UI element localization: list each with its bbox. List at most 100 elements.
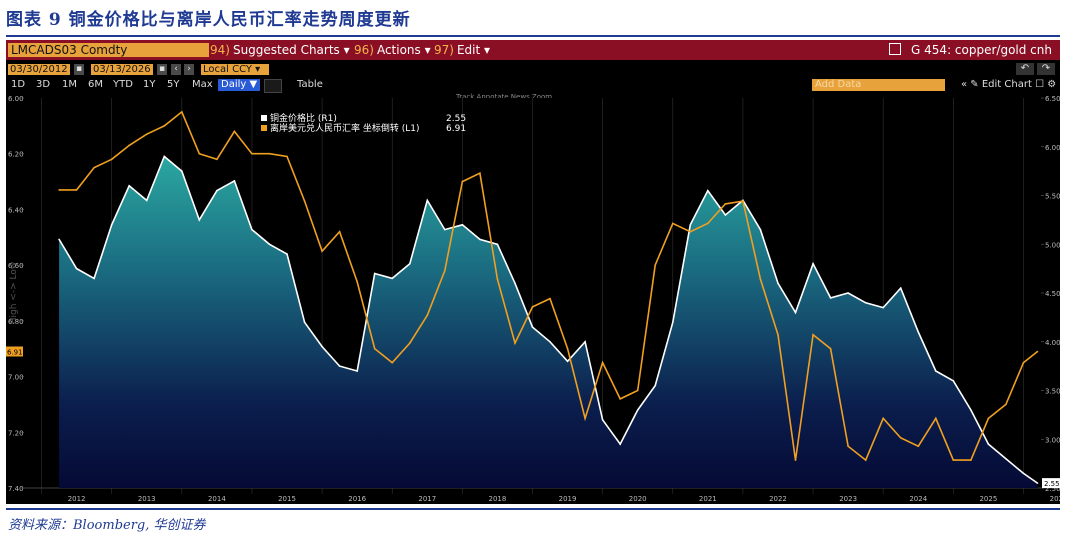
calendar-icon[interactable]: ▪ [74, 64, 84, 75]
usdcnh-point [1036, 350, 1039, 353]
period-ytd[interactable]: YTD [113, 79, 133, 90]
usdcnh-point [321, 250, 323, 253]
period-3d[interactable]: 3D [36, 79, 51, 90]
right-tick-label: 5.50 [1045, 193, 1060, 201]
chart-area[interactable]: 2012 2013 2014 2015 2016 2017 2018 2019 2020 2021… [6, 40, 1060, 504]
right-tick-label: 4.50 [1045, 290, 1060, 298]
copper-gold-point [514, 282, 516, 285]
usdcnh-point [759, 278, 762, 280]
edit-menu[interactable]: 97) Edit ▾ [434, 43, 491, 57]
end-date-field[interactable]: 03/13/2026 [91, 64, 153, 75]
calendar-icon[interactable]: ▪ [157, 64, 167, 75]
copper-gold-point [777, 282, 779, 285]
usdcnh-point [233, 130, 236, 133]
copper-gold-point [373, 272, 376, 275]
usdcnh-point [426, 314, 429, 317]
copper-gold-point [952, 379, 955, 382]
copper-gold-point [426, 199, 429, 202]
suggested-charts-menu[interactable]: 94) Suggested Charts ▾ [210, 43, 350, 57]
footer-rule [6, 508, 1060, 510]
copper-gold-point [847, 292, 849, 294]
period-bar: 1D 3D 1M 6M YTD 1Y 5Y Max Daily ▼ Table [6, 78, 1060, 93]
date-range-bar: 03/30/2012 ▪ 03/13/2026 ▪ ‹ › Local CCY … [6, 61, 1060, 77]
currency-select[interactable]: Local CCY ▾ [201, 64, 269, 75]
chart-toolbar-hint: Track Annotate News Zoom [456, 93, 553, 101]
ticker-input[interactable]: LMCADS03 Comdty [8, 43, 209, 57]
actions-menu[interactable]: 96) Actions ▾ [354, 43, 431, 57]
next-arrow-icon[interactable]: › [184, 64, 194, 75]
left-tick-label: 6.80 [8, 318, 24, 326]
left-tick-label: 6.40 [8, 206, 24, 214]
copper-gold-point [110, 223, 113, 226]
period-5y[interactable]: 5Y [167, 79, 180, 90]
edit-chart-button[interactable]: « ✎ Edit Chart ☐ ⚙ [961, 79, 1057, 90]
add-data-input[interactable]: Add Data [812, 79, 945, 91]
right-tick-label: 4.00 [1045, 339, 1060, 347]
x-tick-label: 2013 [138, 495, 156, 503]
left-tick-label: 7.20 [8, 429, 24, 437]
copper-gold-point [812, 262, 814, 265]
copper-gold-point [934, 370, 937, 372]
period-1d[interactable]: 1D [11, 79, 26, 90]
copper-gold-point [882, 306, 884, 309]
period-1y[interactable]: 1Y [143, 79, 156, 90]
prev-arrow-icon[interactable]: ‹ [171, 64, 181, 75]
copper-gold-point [233, 180, 236, 182]
usdcnh-point [198, 152, 201, 155]
x-tick-label: 2018 [489, 495, 507, 503]
usdcnh-point [461, 180, 464, 183]
x-tick-label: 2016 [348, 495, 366, 503]
period-6m[interactable]: 6M [88, 79, 103, 90]
copper-gold-point [479, 238, 481, 241]
copper-gold-point [444, 228, 446, 231]
usdcnh-point [794, 459, 797, 461]
usdcnh-point [145, 133, 148, 136]
usdcnh-point [934, 417, 937, 420]
copper-gold-point [671, 321, 674, 324]
usdcnh-point [829, 347, 832, 350]
usdcnh-last-value: 6.91 [7, 349, 23, 357]
right-tick-label: 6.00 [1045, 144, 1060, 152]
usdcnh-point [444, 269, 446, 272]
table-button[interactable]: Table [297, 79, 323, 90]
redo-icon[interactable]: ↷ [1037, 63, 1055, 75]
usdcnh-point [952, 459, 955, 461]
external-link-icon[interactable] [889, 43, 902, 55]
copper-gold-area [59, 156, 1038, 488]
usdcnh-point [251, 152, 253, 155]
usdcnh-point [479, 172, 481, 175]
frequency-select[interactable]: Daily ▼ [218, 79, 261, 91]
copper-gold-point [531, 326, 534, 328]
copper-gold-point [707, 189, 709, 192]
left-tick-label: 6.60 [8, 262, 24, 270]
usdcnh-point [391, 361, 394, 364]
copper-gold-point [654, 384, 657, 387]
terminal-menu-bar: LMCADS03 Comdty 94) Suggested Charts ▾ 96… [6, 40, 1060, 60]
start-date-field[interactable]: 03/30/2012 [8, 64, 70, 75]
copper-gold-point [566, 360, 569, 363]
x-tick-label: 2019 [559, 495, 577, 503]
usdcnh-point [373, 347, 376, 350]
usdcnh-point [671, 222, 674, 225]
undo-icon[interactable]: ↶ [1016, 63, 1034, 75]
usdcnh-last-tag [6, 346, 23, 357]
figure-title: 图表 9 铜金价格比与离岸人民币汇率走势周度更新 [6, 10, 411, 30]
legend-value-copper-gold: 2.55 [446, 114, 466, 124]
copper-gold-point [496, 243, 499, 246]
usdcnh-point [549, 297, 551, 300]
usdcnh-point [566, 347, 569, 350]
copper-gold-point [216, 189, 218, 192]
copper-gold-point [549, 340, 551, 343]
copper-gold-last-tag [1042, 478, 1060, 489]
legend-label-copper-gold: 铜金价格比 (R1) [270, 112, 337, 124]
copper-gold-point [689, 223, 692, 226]
copper-gold-point [829, 297, 832, 299]
line-chart-icon[interactable] [264, 79, 282, 93]
usdcnh-point [338, 230, 341, 233]
copper-gold-point [461, 223, 464, 226]
usdcnh-point [917, 445, 920, 448]
usdcnh-point [514, 342, 516, 344]
period-max[interactable]: Max [192, 79, 213, 90]
period-1m[interactable]: 1M [62, 79, 77, 90]
usdcnh-point [356, 281, 358, 283]
